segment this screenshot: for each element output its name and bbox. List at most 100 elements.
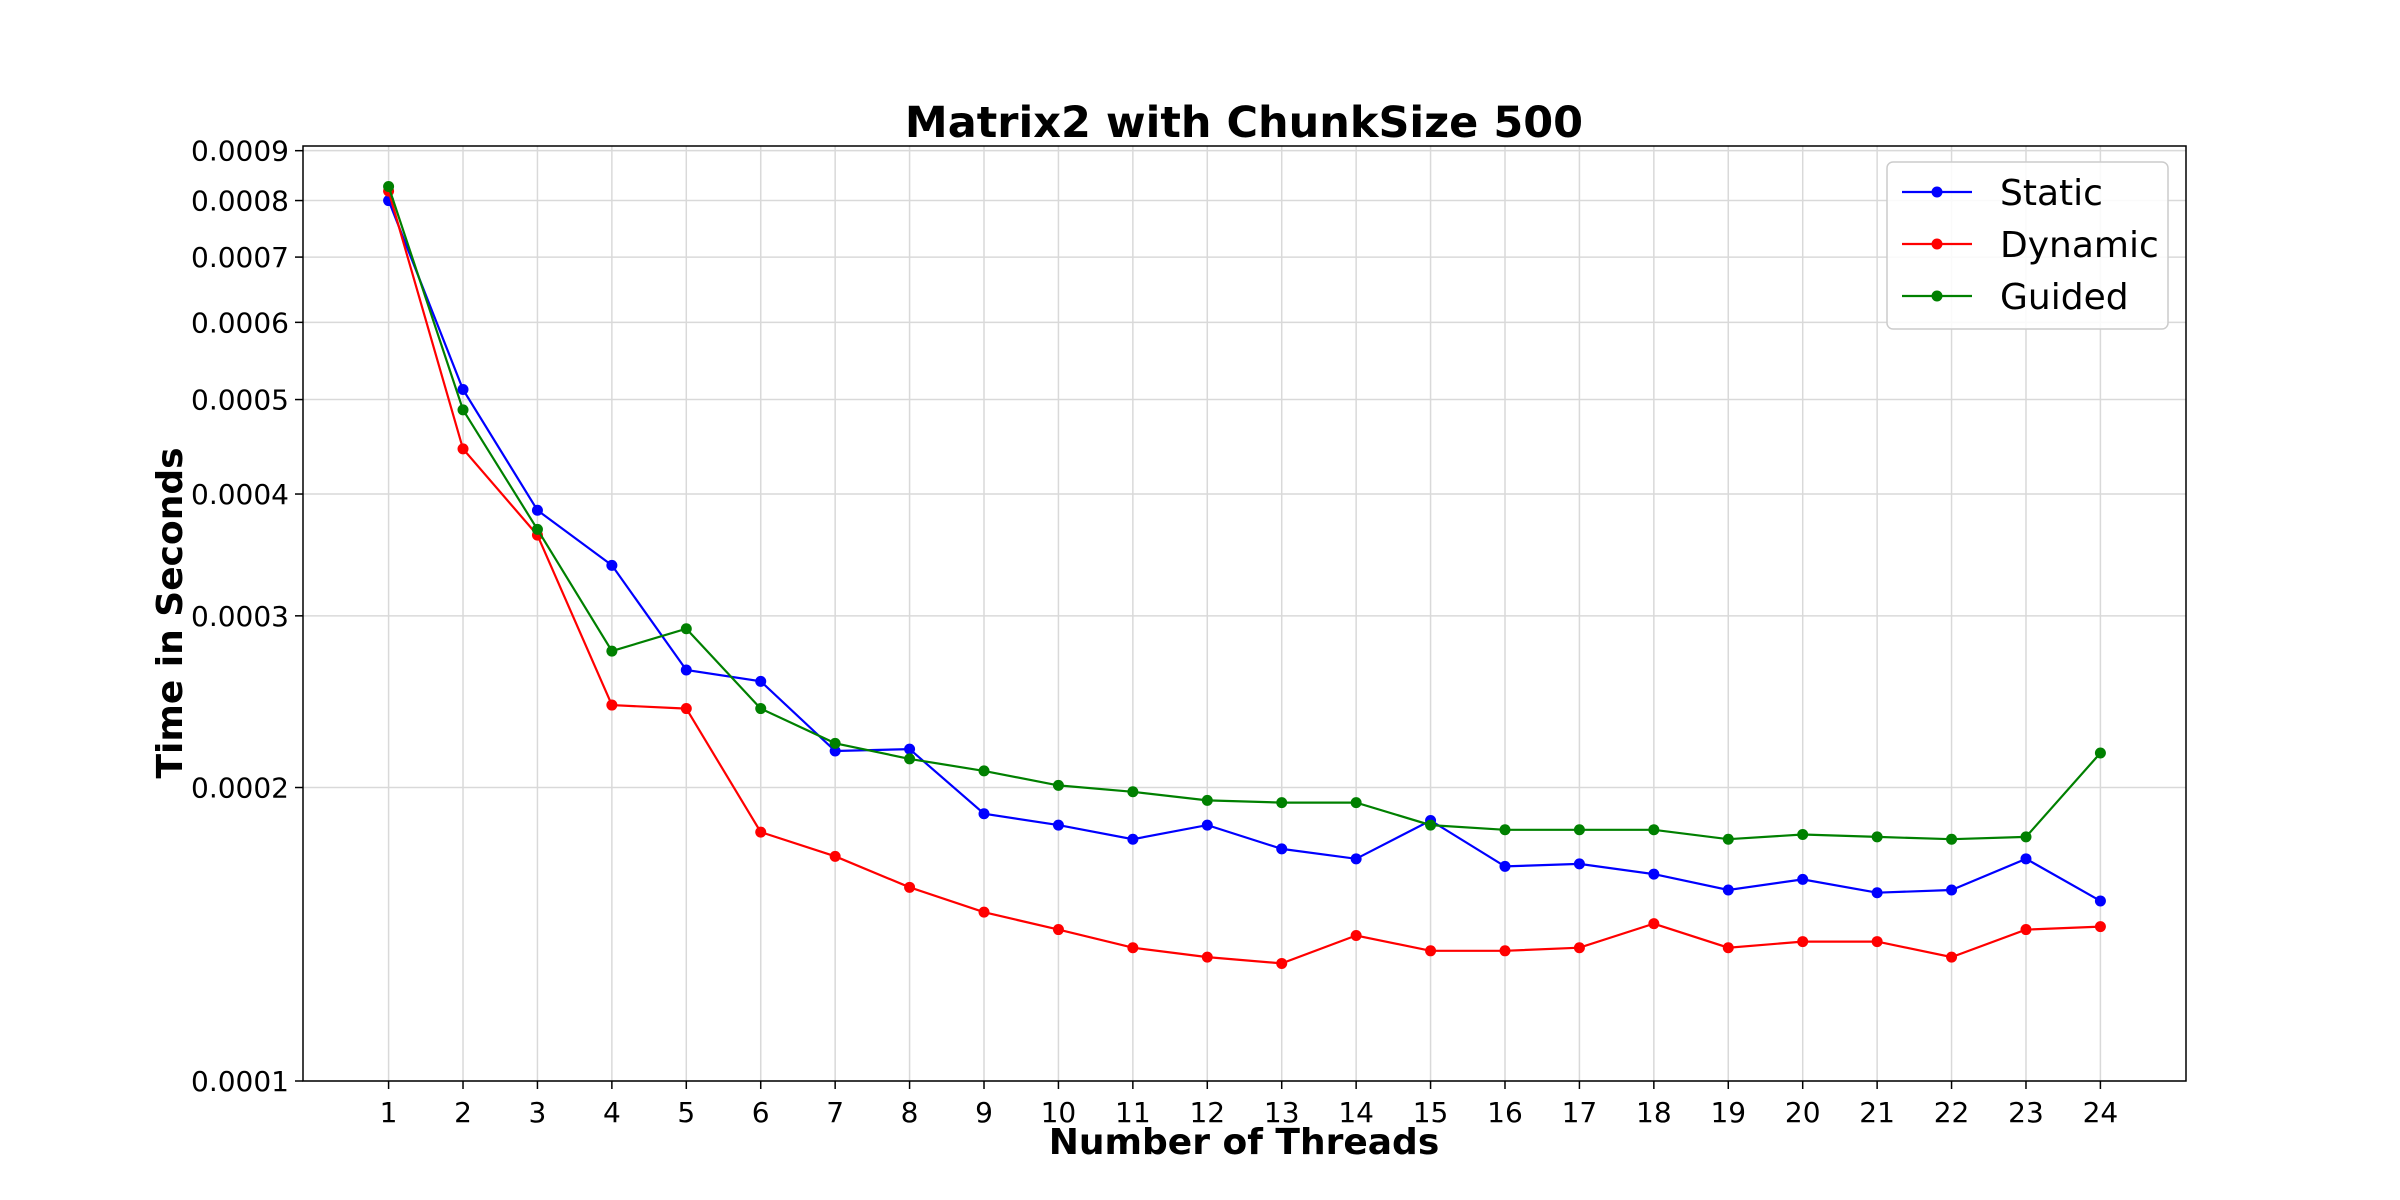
y-tick-label: 0.0005 [191,384,289,417]
data-point-dynamic [904,881,916,893]
x-tick-label: 16 [1487,1096,1523,1129]
data-point-static [1052,819,1064,831]
data-point-dynamic [1127,942,1139,954]
data-point-guided [1425,819,1437,831]
legend-item-static: Static [1902,173,2103,214]
y-tick-label: 0.0009 [191,135,289,168]
x-tick-label: 1 [380,1096,398,1129]
data-point-guided [978,765,990,777]
data-point-static [606,559,618,571]
x-tick-label: 4 [603,1096,621,1129]
y-tick-label: 0.0008 [191,185,289,218]
x-tick-label: 24 [2083,1096,2119,1129]
data-point-dynamic [1201,951,1213,963]
data-point-guided [1797,828,1809,840]
x-tick-label: 14 [1338,1096,1374,1129]
series-guided [383,180,2106,845]
x-tick-label: 18 [1636,1096,1672,1129]
data-point-guided [1201,794,1213,806]
data-point-dynamic [829,850,841,862]
x-tick-label: 20 [1785,1096,1821,1129]
x-tick-label: 7 [826,1096,844,1129]
chart-title: Matrix2 with ChunkSize 500 [905,98,1583,148]
data-point-guided [1127,786,1139,798]
data-point-guided [1871,831,1883,843]
legend-label: Dynamic [2000,225,2159,266]
x-tick-label: 10 [1041,1096,1077,1129]
series-line-dynamic [387,190,2101,965]
series-lines [383,180,2106,969]
data-point-static [1127,833,1139,845]
data-point-dynamic [978,906,990,918]
data-point-static [680,664,692,676]
data-point-static [1946,884,1958,896]
y-tick-label: 0.0004 [191,478,289,511]
data-point-static [1797,873,1809,885]
data-point-dynamic [1573,942,1585,954]
data-point-dynamic [755,826,767,838]
x-tick-label: 15 [1413,1096,1449,1129]
data-point-static [1871,887,1883,899]
x-tick-label: 3 [529,1096,547,1129]
data-point-guided [1499,824,1511,836]
data-point-static [829,745,841,757]
x-tick-label: 2 [454,1096,472,1129]
data-point-guided [1946,833,1958,845]
y-tick-label: 0.0002 [191,772,289,805]
data-point-dynamic [2094,921,2106,933]
data-point-guided [606,645,618,657]
data-point-static [1648,868,1660,880]
data-point-guided [1276,797,1288,809]
data-point-static [1499,860,1511,872]
data-point-static [457,384,469,396]
legend-marker [1931,238,1943,250]
data-point-dynamic [606,699,618,711]
legend: Static Dynamic Guided [1886,161,2169,330]
y-tick-label: 0.0007 [191,241,289,274]
data-point-dynamic [1722,942,1734,954]
x-tick-label: 11 [1115,1096,1151,1129]
data-point-guided [531,523,543,535]
data-point-guided [829,737,841,749]
y-axis-label: Time in Seconds [150,447,191,778]
x-tick-label: 6 [752,1096,770,1129]
data-point-static [531,504,543,516]
y-tick-label: 0.0006 [191,306,289,339]
x-tick-label: 21 [1859,1096,1895,1129]
data-point-guided [680,623,692,635]
x-tick-label: 9 [975,1096,993,1129]
series-line-static [387,200,2101,902]
data-point-static [2020,853,2032,865]
series-dynamic [383,185,2106,969]
x-axis-label: Number of Threads [1049,1122,1440,1163]
data-point-dynamic [1052,924,1064,936]
legend-label: Static [2000,173,2103,214]
series-line-guided [387,186,2102,841]
plot-area [302,145,2187,1082]
x-tick-label: 23 [2008,1096,2044,1129]
data-point-dynamic [680,703,692,715]
data-point-dynamic [1648,918,1660,930]
data-point-dynamic [1276,957,1288,969]
legend-box [1886,161,2169,330]
data-point-guided [755,703,767,715]
data-point-guided [1648,824,1660,836]
data-point-guided [1350,797,1362,809]
data-point-guided [1573,824,1585,836]
y-tick-label: 0.0001 [191,1065,289,1098]
y-tick-label: 0.0003 [191,600,289,633]
data-point-dynamic [1797,936,1809,948]
data-point-static [904,743,916,755]
data-point-dynamic [1350,930,1362,942]
legend-marker [1931,290,1943,302]
data-point-guided [1052,779,1064,791]
data-point-dynamic [1946,951,1958,963]
data-point-static [755,675,767,687]
data-point-guided [1722,833,1734,845]
data-point-static [1573,858,1585,870]
data-point-guided [2094,747,2106,759]
data-point-static [1722,884,1734,896]
data-point-static [2094,895,2106,907]
data-point-static [1350,853,1362,865]
